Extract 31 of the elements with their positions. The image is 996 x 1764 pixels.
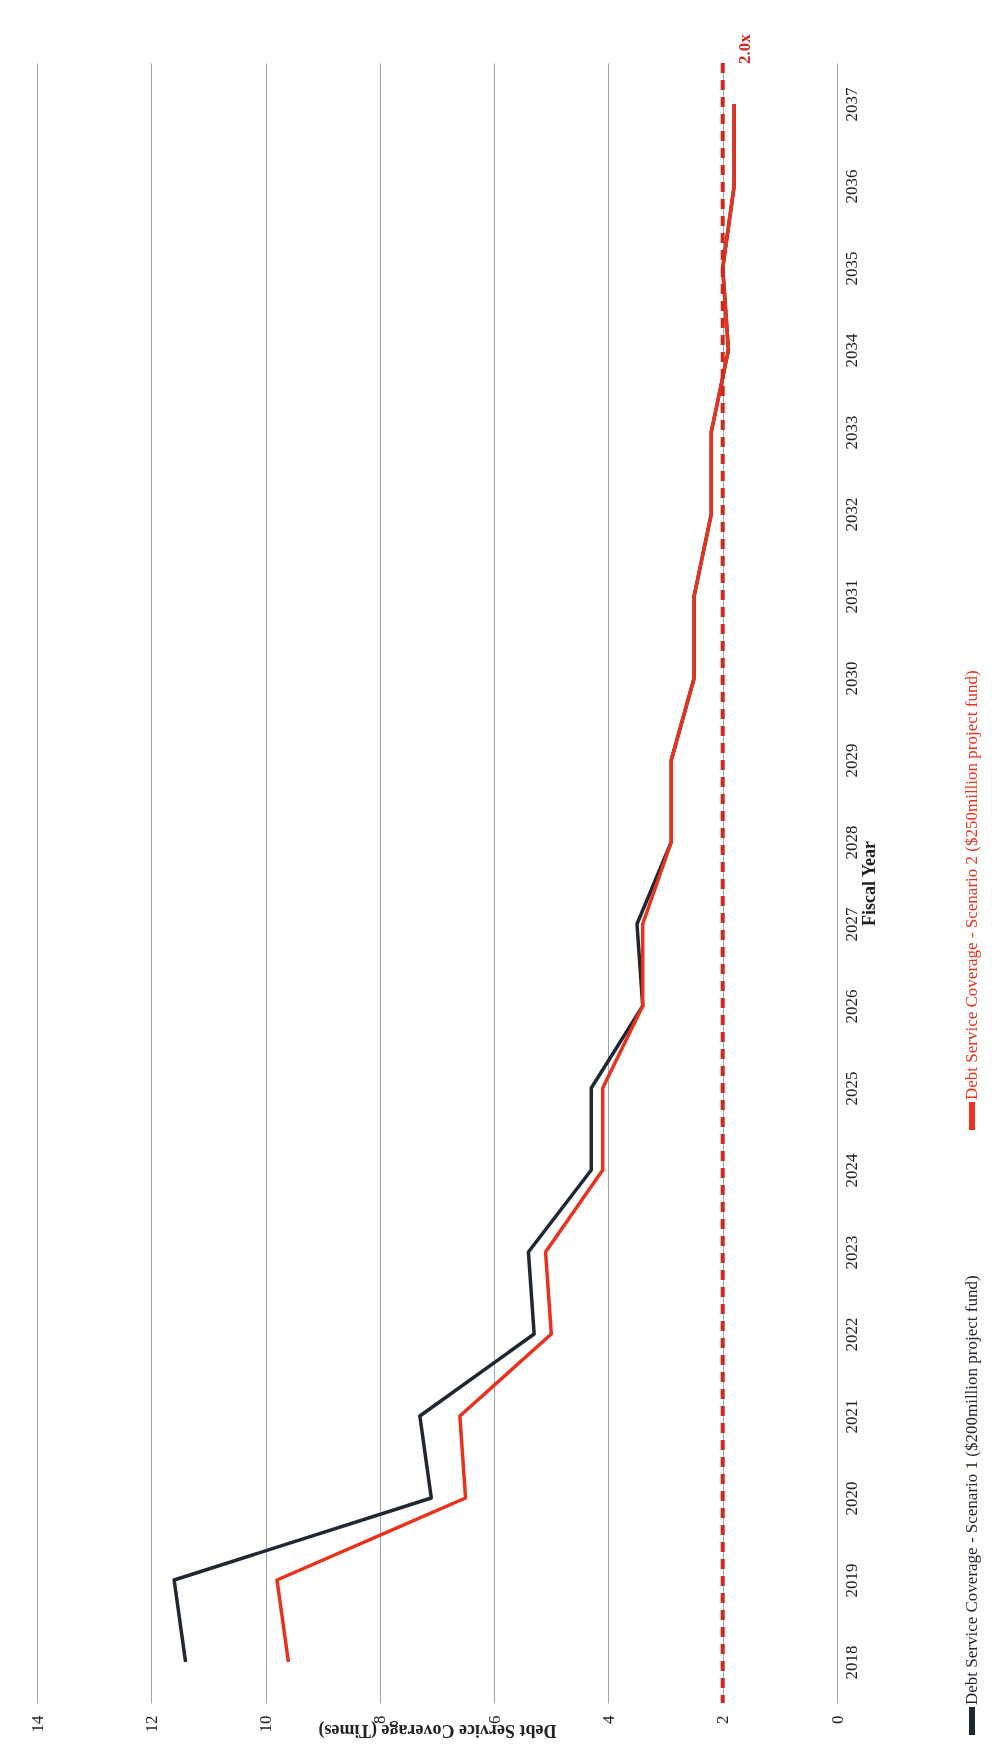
x-tick-label: 0: [827, 1715, 847, 1724]
x-tick-label: 10: [256, 1715, 276, 1733]
y-tick-label: 2026: [841, 989, 861, 1024]
x-tick-label: 4: [598, 1715, 618, 1724]
x-tick-label: 14: [27, 1715, 47, 1733]
y-tick-label: 2027: [841, 907, 861, 942]
y-tick-label: 2030: [841, 661, 861, 696]
x-tick-label: 2: [713, 1715, 733, 1724]
y-tick-label: 2036: [841, 169, 861, 204]
y-tick-label: 2031: [841, 579, 861, 614]
y-tick-label: 2020: [841, 1481, 861, 1516]
text: Debt Service Coverage - Scenario 2 ($250million project fund): [962, 670, 981, 1100]
y-tick-label: 2018: [841, 1645, 861, 1680]
y-tick-label: 2035: [841, 251, 861, 286]
y-tick-label: 2023: [841, 1235, 861, 1270]
y-tick-label: 2032: [841, 497, 861, 532]
y-tick-label: 2033: [841, 415, 861, 450]
y-tick-label: 2025: [841, 1071, 861, 1106]
ref-line-label: 2.0x: [734, 33, 754, 64]
y-tick-label: 2034: [841, 333, 861, 368]
y-axis-title: Fiscal Year: [858, 841, 879, 926]
text: Debt Service Coverage - Scenario 1 ($200million project fund): [962, 1275, 981, 1705]
y-tick-label: 2029: [841, 743, 861, 778]
y-tick-label: 2037: [841, 87, 861, 122]
y-tick-label: 2021: [841, 1399, 861, 1434]
y-tick-label: 2028: [841, 825, 861, 860]
x-tick-label: 12: [141, 1715, 161, 1733]
y-tick-label: 2022: [841, 1317, 861, 1352]
x-tick-label: 6: [484, 1715, 504, 1724]
y-tick-label: 2024: [841, 1153, 861, 1188]
y-tick-label: 2019: [841, 1563, 861, 1598]
